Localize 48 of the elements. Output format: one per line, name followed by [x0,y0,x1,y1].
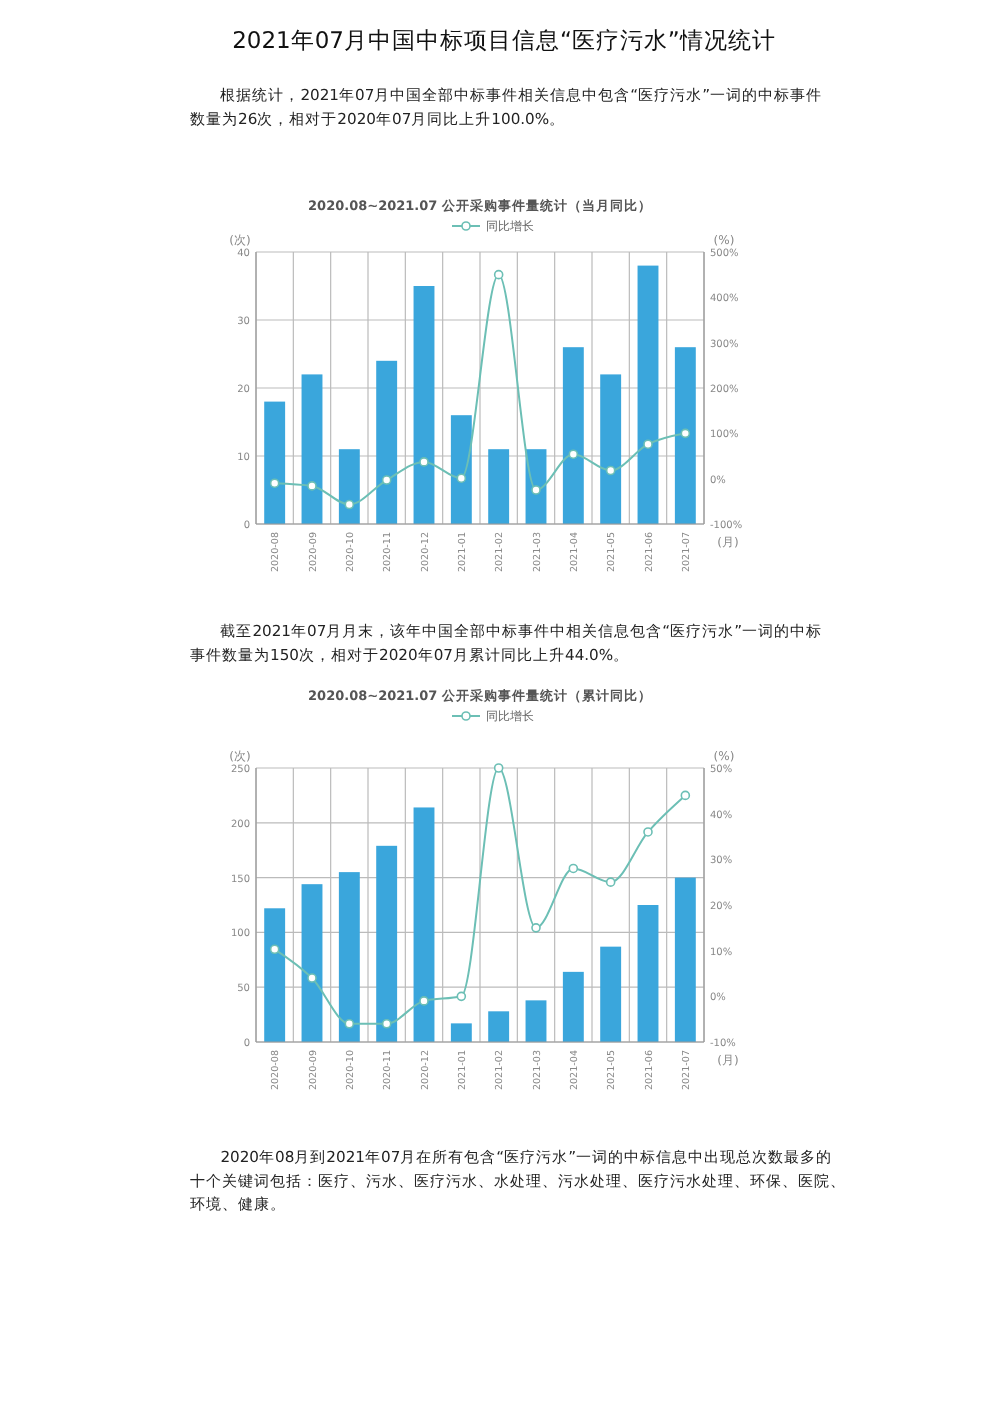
bar [413,286,435,524]
bar [376,845,398,1042]
bar [264,908,286,1042]
point [269,944,280,955]
point [680,790,691,801]
text: 2021年07月中国中标项目信息“医疗污水”情况统计 [232,26,776,54]
point [605,465,616,476]
point [493,269,504,280]
point [307,973,317,983]
bar [525,1000,547,1042]
point [568,449,579,459]
bar [600,374,622,524]
point [381,475,392,485]
bar [301,884,323,1042]
bar [488,449,510,524]
bar [637,905,659,1042]
point [531,485,541,495]
bar [376,360,398,524]
point [531,923,541,933]
bar [264,401,286,524]
point [307,481,317,491]
point [643,439,653,450]
bar [562,347,584,524]
bar [413,807,435,1042]
bar [674,347,696,524]
bar [637,265,659,524]
point [456,991,467,1002]
point [643,827,653,837]
bar [450,1023,472,1042]
point [419,996,429,1006]
bar [338,449,360,524]
point [680,428,691,439]
bar [674,877,696,1042]
point [419,457,429,467]
point [605,877,616,887]
point [381,1018,392,1029]
bar [450,415,472,524]
bar [301,374,323,524]
bar [600,946,622,1042]
point [493,763,504,773]
bar [488,1011,510,1042]
point [269,478,280,488]
point [344,499,355,510]
point [568,863,579,874]
point [456,473,467,484]
bar [338,872,360,1042]
bar [562,971,584,1042]
point [344,1018,355,1029]
